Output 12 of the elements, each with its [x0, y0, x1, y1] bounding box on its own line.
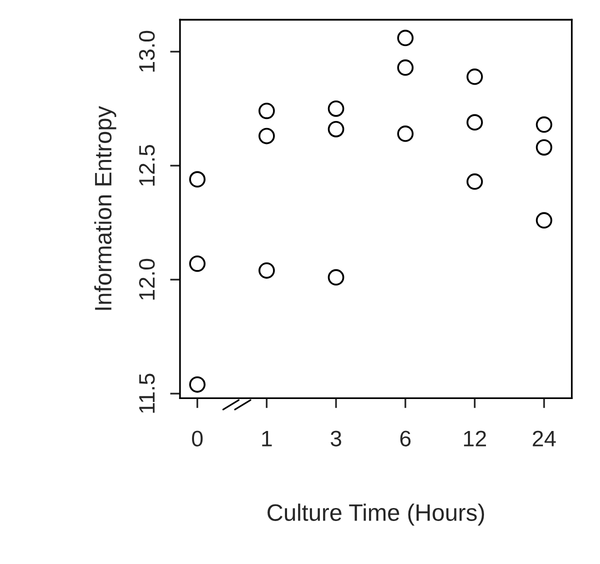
x-tick-label: 1 [262, 430, 272, 446]
x-axis-title: Culture Time (Hours) [268, 504, 484, 526]
y-tick-label: 12.0 [139, 258, 155, 300]
y-tick-label: 13.0 [139, 30, 155, 72]
y-axis-title: Information Entropy [94, 106, 116, 310]
x-tick-label: 24 [532, 430, 556, 446]
x-tick-label: 6 [400, 430, 411, 446]
x-tick-label: 3 [330, 430, 342, 446]
y-tick-label: 11.5 [139, 374, 155, 413]
x-tick-label: 0 [192, 430, 203, 446]
y-tick-label: 12.5 [139, 144, 155, 186]
x-tick-label: 12 [464, 430, 486, 446]
